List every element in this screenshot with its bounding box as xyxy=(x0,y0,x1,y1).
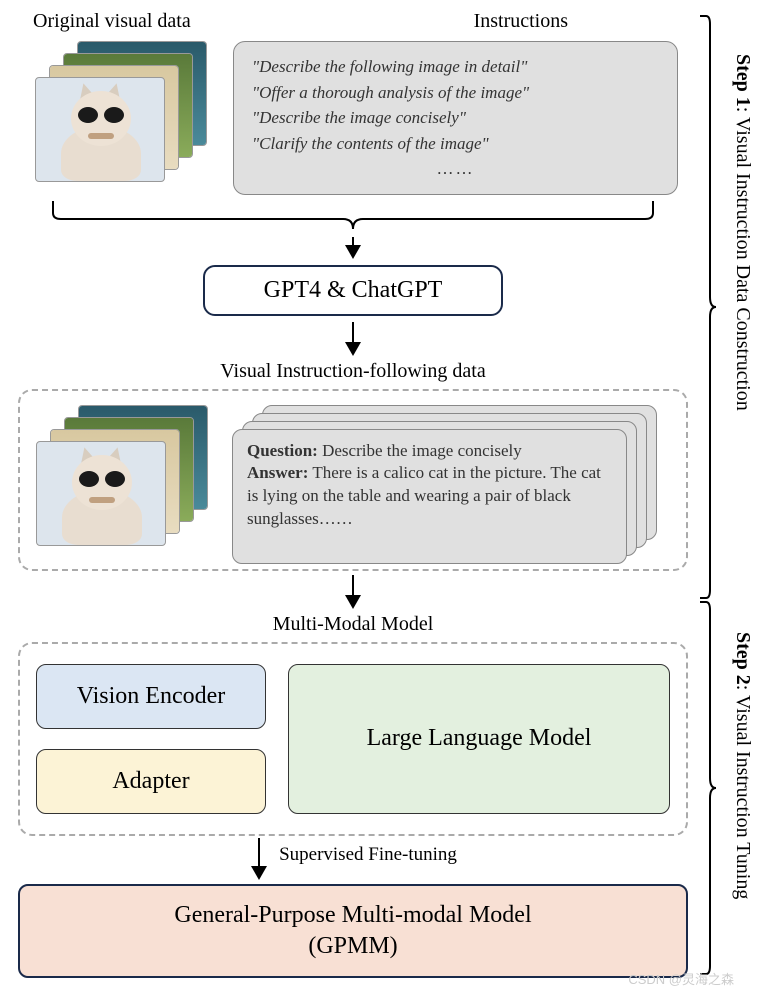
header-row: Original visual data Instructions xyxy=(18,10,688,33)
vif-label: Visual Instruction-following data xyxy=(18,360,688,383)
gpt-box: GPT4 & ChatGPT xyxy=(203,265,503,316)
arrow-down-icon xyxy=(345,245,361,259)
instruction-line: "Describe the image concisely" xyxy=(252,105,659,131)
instructions-label: Instructions xyxy=(474,10,568,33)
arrow-down-icon xyxy=(345,342,361,356)
cat-icon xyxy=(47,455,157,545)
instruction-line: "Offer a thorough analysis of the image" xyxy=(252,80,659,106)
qa-answer: Answer: There is a calico cat in the pic… xyxy=(247,462,612,531)
qa-question: Question: Describe the image concisely xyxy=(247,440,612,463)
arrow-stem xyxy=(352,237,354,245)
cat-icon xyxy=(46,91,156,181)
step2-bracket-icon xyxy=(698,600,716,976)
cat-image-card xyxy=(36,441,166,546)
gpmm-line2: (GPMM) xyxy=(30,931,676,962)
arrow-stem xyxy=(352,575,354,595)
multimodal-label: Multi-Modal Model xyxy=(18,613,688,636)
arrow-down-icon xyxy=(251,866,267,880)
instruction-dots: …… xyxy=(252,156,659,182)
instruction-line: "Clarify the contents of the image" xyxy=(252,131,659,157)
sft-label: Supervised Fine-tuning xyxy=(279,844,457,866)
arrow-down-icon xyxy=(345,595,361,609)
cat-image-card xyxy=(35,77,165,182)
vif-data-container: Question: Describe the image concisely A… xyxy=(18,389,688,571)
watermark: CSDN @灵海之森 xyxy=(628,969,734,988)
image-stack xyxy=(34,405,214,555)
qa-stack: Question: Describe the image concisely A… xyxy=(232,405,672,555)
image-stack xyxy=(33,41,213,186)
step1-bracket-icon xyxy=(698,14,716,600)
adapter-box: Adapter xyxy=(36,749,266,814)
merge-bracket-icon xyxy=(33,197,673,237)
qa-card-front: Question: Describe the image concisely A… xyxy=(232,429,627,564)
vision-encoder-box: Vision Encoder xyxy=(36,664,266,729)
mm-left-column: Vision Encoder Adapter xyxy=(36,664,266,814)
arrow-stem xyxy=(352,322,354,342)
diagram-main: Original visual data Instructions "Descr… xyxy=(18,10,688,980)
instruction-line: "Describe the following image in detail" xyxy=(252,54,659,80)
gpmm-box: General-Purpose Multi-modal Model (GPMM) xyxy=(18,884,688,978)
instructions-box: "Describe the following image in detail"… xyxy=(233,41,678,195)
multimodal-container: Vision Encoder Adapter Large Language Mo… xyxy=(18,642,688,836)
top-row: "Describe the following image in detail"… xyxy=(18,41,688,195)
sft-row: Supervised Fine-tuning xyxy=(18,838,688,880)
llm-box: Large Language Model xyxy=(288,664,670,814)
gpmm-line1: General-Purpose Multi-modal Model xyxy=(30,900,676,931)
step2-label: Step 2: Visual Instruction Tuning xyxy=(724,632,754,899)
original-visual-data-label: Original visual data xyxy=(33,10,191,33)
step-rail: Step 1: Visual Instruction Data Construc… xyxy=(698,14,758,976)
step1-label: Step 1: Visual Instruction Data Construc… xyxy=(724,54,754,411)
sft-arrow xyxy=(249,838,269,880)
